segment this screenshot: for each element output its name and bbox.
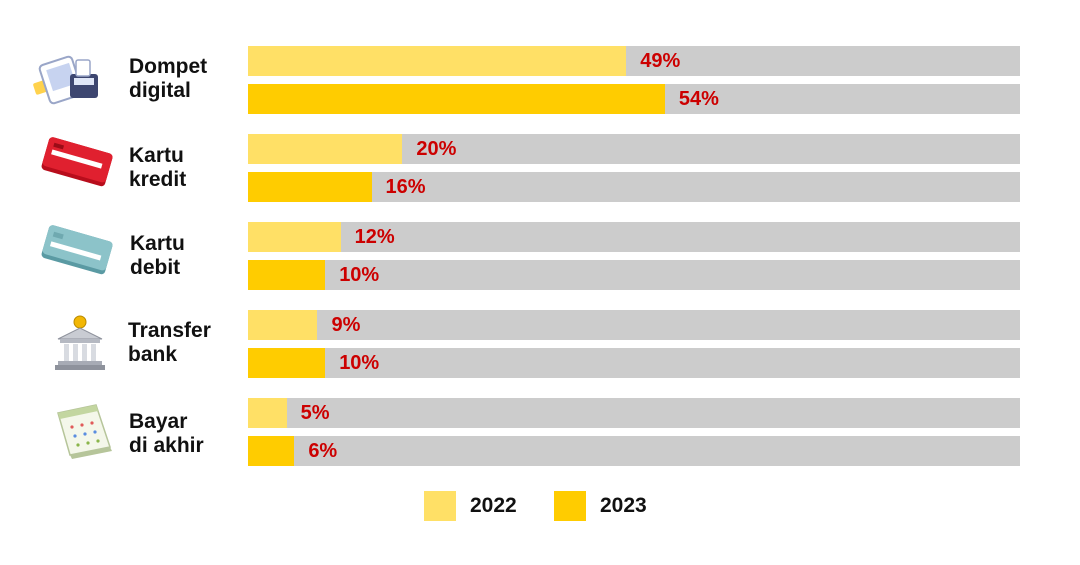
credit-card-icon <box>38 137 118 192</box>
legend-label: 2023 <box>600 494 647 517</box>
bar-track: 12% <box>248 222 1020 252</box>
bar-2022 <box>248 398 287 428</box>
bar-track: 49% <box>248 46 1020 76</box>
bar-2022 <box>248 222 341 252</box>
category-label-line: debit <box>130 256 181 279</box>
debit-card-icon <box>38 225 118 280</box>
legend-label: 2022 <box>470 494 517 517</box>
bar-track: 16% <box>248 172 1020 202</box>
bar-track: 10% <box>248 348 1020 378</box>
legend-swatch <box>554 491 586 521</box>
bar-2023 <box>248 348 326 378</box>
data-label: 10% <box>339 352 380 374</box>
category-label-line: Kartu <box>129 144 184 167</box>
bar-2023 <box>248 260 326 290</box>
category-label: Kartu kredit <box>129 144 186 192</box>
bar-track: 10% <box>248 260 1020 290</box>
category-label-line: Dompet <box>129 55 208 78</box>
bar-track: 20% <box>248 134 1020 164</box>
category-label: Dompet digital <box>129 55 207 103</box>
category-label: Bayar di akhir <box>129 410 204 458</box>
category-label-line: digital <box>129 79 191 102</box>
data-label: 12% <box>354 226 395 248</box>
category-label-line: Transfer <box>128 319 211 342</box>
bar-track: 5% <box>248 398 1020 428</box>
data-label: 10% <box>339 264 380 286</box>
category-label-line: bank <box>128 343 178 366</box>
category-label: Kartu debit <box>130 232 185 280</box>
data-label: 5% <box>300 402 330 424</box>
bar-track: 6% <box>248 436 1020 466</box>
bar-2023 <box>248 172 372 202</box>
category-label-line: Bayar <box>129 410 188 433</box>
bar-2022 <box>248 310 318 340</box>
category-label-line: kredit <box>129 168 187 191</box>
bar-track: 54% <box>248 84 1020 114</box>
bar-2022 <box>248 46 627 76</box>
bank-icon <box>52 313 108 378</box>
bar-2022 <box>248 134 403 164</box>
bar-track: 9% <box>248 310 1020 340</box>
data-label: 6% <box>308 440 338 462</box>
data-label: 49% <box>640 50 681 72</box>
data-label: 54% <box>678 88 719 110</box>
category-label: Transfer bank <box>128 319 211 367</box>
category-label-line: Kartu <box>130 232 185 255</box>
bar-2023 <box>248 84 665 114</box>
data-label: 16% <box>385 176 426 198</box>
calendar-icon <box>52 399 114 464</box>
digital-wallet-icon <box>30 54 102 115</box>
data-label: 20% <box>416 138 457 160</box>
legend-swatch <box>424 491 456 521</box>
bar-2023 <box>248 436 295 466</box>
category-label-line: di akhir <box>129 434 204 457</box>
data-label: 9% <box>331 314 361 336</box>
